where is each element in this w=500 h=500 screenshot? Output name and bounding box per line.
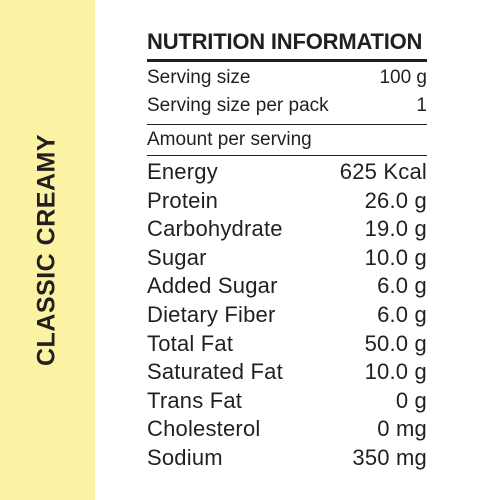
side-band: CLASSIC CREAMY	[0, 0, 95, 500]
nutrient-row: Cholesterol 0 mg	[147, 415, 427, 444]
serving-size-value: 100 g	[379, 67, 427, 88]
nutrient-list: Energy 625 Kcal Protein 26.0 g Carbohydrat…	[147, 156, 427, 473]
nutrient-label: Sodium	[147, 444, 223, 470]
serving-size-label: Serving size	[147, 67, 251, 88]
nutrition-panel: NUTRITION INFORMATION Serving size 100 g…	[147, 0, 427, 473]
nutrient-label: Carbohydrate	[147, 216, 283, 242]
nutrient-label: Added Sugar	[147, 273, 278, 299]
nutrient-value: 0 g	[395, 387, 427, 413]
nutrient-value: 26.0 g	[364, 187, 427, 213]
nutrient-value: 19.0 g	[364, 216, 427, 242]
nutrient-row: Dietary Fiber 6.0 g	[147, 301, 427, 330]
nutrient-label: Trans Fat	[147, 387, 243, 413]
nutrient-label: Cholesterol	[147, 416, 261, 442]
servings-per-pack-value: 1	[416, 95, 427, 116]
nutrient-value: 6.0 g	[377, 273, 427, 299]
title-divider	[147, 59, 427, 62]
nutrient-value: 625 Kcal	[339, 159, 427, 184]
servings-per-pack-label: Serving size per pack	[147, 95, 329, 116]
nutrient-row: Protein 26.0 g	[147, 187, 427, 216]
product-variant-label: CLASSIC CREAMY	[32, 133, 61, 367]
nutrient-label: Saturated Fat	[147, 359, 283, 385]
nutrient-row: Saturated Fat 10.0 g	[147, 358, 427, 387]
nutrient-label: Total Fat	[147, 330, 234, 356]
serving-divider	[147, 124, 427, 125]
nutrient-row: Carbohydrate 19.0 g	[147, 215, 427, 244]
nutrient-value: 6.0 g	[377, 301, 427, 327]
nutrient-value: 350 mg	[352, 444, 427, 470]
nutrient-row: Sugar 10.0 g	[147, 244, 427, 273]
amount-divider	[147, 155, 427, 156]
nutrient-value: 0 mg	[377, 416, 427, 442]
nutrient-row: Added Sugar 6.0 g	[147, 272, 427, 301]
nutrient-row: Total Fat 50.0 g	[147, 330, 427, 359]
nutrient-label: Dietary Fiber	[147, 301, 276, 327]
nutrient-label: Energy	[147, 159, 218, 184]
nutrient-row-energy: Energy 625 Kcal	[147, 158, 427, 187]
nutrient-value: 10.0 g	[364, 244, 427, 270]
nutrition-title: NUTRITION INFORMATION	[147, 29, 423, 54]
serving-section: Serving size 100 g Serving size per pack…	[147, 62, 427, 124]
amount-per-serving-header: Amount per serving	[147, 129, 312, 150]
nutrient-label: Protein	[147, 187, 219, 213]
serving-size-row: Serving size 100 g	[147, 64, 427, 92]
nutrient-row: Sodium 350 mg	[147, 444, 427, 473]
nutrient-value: 10.0 g	[364, 359, 427, 385]
servings-per-pack-row: Serving size per pack 1	[147, 92, 427, 120]
nutrient-label: Sugar	[147, 244, 207, 270]
nutrient-value: 50.0 g	[364, 330, 427, 356]
nutrient-row: Trans Fat 0 g	[147, 387, 427, 416]
